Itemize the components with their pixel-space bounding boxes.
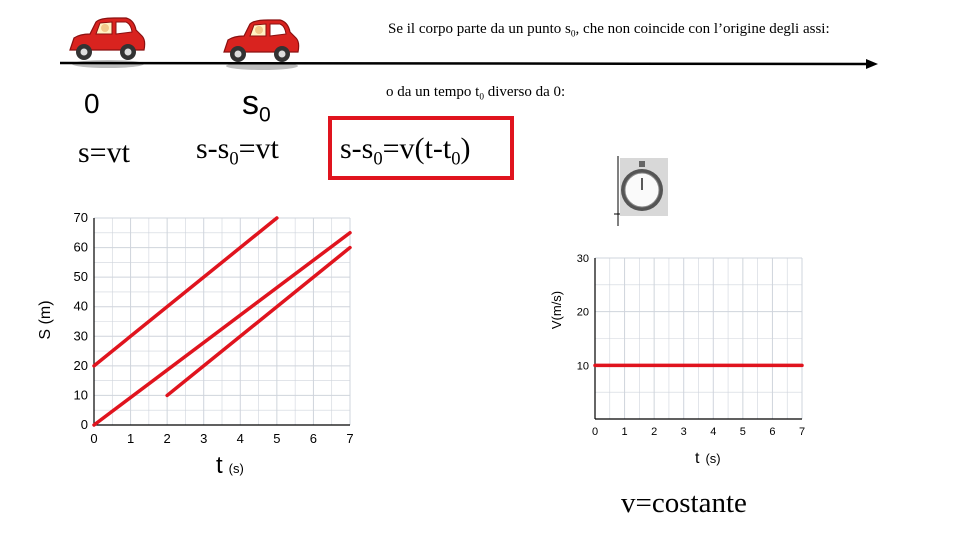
x-tick-label: 0 <box>90 431 97 446</box>
x-tick-label: 0 <box>592 426 598 438</box>
y-tick-label: 30 <box>577 253 589 265</box>
y-axis-title: S (m) <box>37 300 54 339</box>
y-tick-label: 50 <box>74 269 88 284</box>
y-tick-label: 20 <box>577 307 589 319</box>
equation-s-vt: s=vt <box>78 136 130 169</box>
y-tick-label: 60 <box>74 240 88 255</box>
x-tick-label: 1 <box>127 431 134 446</box>
x-tick-label: 5 <box>740 426 746 438</box>
red-car-icon <box>69 17 146 68</box>
axis-arrow-icon <box>60 59 878 69</box>
series-line <box>92 216 279 368</box>
x-tick-label: 3 <box>200 431 207 446</box>
series-line <box>92 231 352 427</box>
equation-general-box: s-s0=v(t-t0) <box>328 116 514 180</box>
y-tick-label: 30 <box>74 328 88 343</box>
x-axis-title: t (s) <box>695 450 721 467</box>
velocity-time-chart: 0 1 2 3 4 5 6 7 10 20 30 t (s) V(m/s) <box>549 253 805 467</box>
x-tick-label: 4 <box>710 426 716 438</box>
y-tick-label: 10 <box>74 387 88 402</box>
s0-label: s0 <box>242 84 271 127</box>
x-tick-label: 4 <box>237 431 244 446</box>
y-tick-label: 10 <box>577 360 589 372</box>
x-tick-label: 7 <box>346 431 353 446</box>
x-tick-label: 6 <box>310 431 317 446</box>
y-tick-label: 70 <box>74 210 88 225</box>
x-tick-label: 1 <box>622 426 628 438</box>
stopwatch-icon <box>614 156 668 226</box>
y-tick-label: 40 <box>74 299 88 314</box>
origin-label: 0 <box>84 88 100 119</box>
y-tick-label: 20 <box>74 358 88 373</box>
start-time-note: o da un tempo t0 diverso da 0: <box>386 84 566 103</box>
velocity-constant-label: v=costante <box>621 487 747 519</box>
x-axis-title: t (s) <box>216 452 244 479</box>
x-tick-label: 6 <box>769 426 775 438</box>
equation-s-s0-vt: s-s0=vt <box>196 132 279 170</box>
y-axis-title: V(m/s) <box>549 291 564 329</box>
x-tick-label: 5 <box>273 431 280 446</box>
start-point-note: Se il corpo parte da un punto s0, che no… <box>388 21 830 40</box>
x-tick-label: 2 <box>164 431 171 446</box>
x-tick-label: 2 <box>651 426 657 438</box>
series-line <box>165 245 352 398</box>
car-left <box>64 14 148 70</box>
x-tick-label: 3 <box>681 426 687 438</box>
x-tick-label: 7 <box>799 426 805 438</box>
y-tick-label: 0 <box>81 417 88 432</box>
